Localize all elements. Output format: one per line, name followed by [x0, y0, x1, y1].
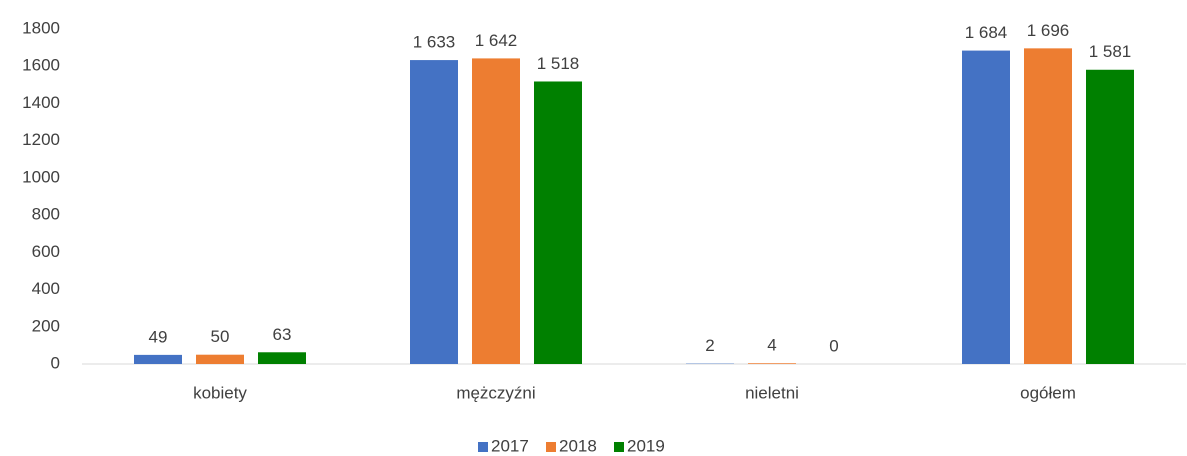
x-tick-label: nieletni — [745, 383, 799, 402]
y-tick-label: 400 — [32, 279, 60, 298]
data-label: 1 581 — [1089, 42, 1132, 61]
legend-label: 2018 — [559, 436, 597, 455]
y-tick-label: 800 — [32, 205, 60, 224]
legend-key — [546, 442, 556, 452]
y-tick-label: 0 — [51, 353, 60, 372]
data-label: 1 684 — [965, 23, 1008, 42]
bar — [134, 354, 182, 364]
data-label: 0 — [829, 336, 838, 355]
y-tick-label: 600 — [32, 242, 60, 261]
x-tick-label: ogółem — [1020, 383, 1076, 402]
data-label: 49 — [149, 327, 168, 346]
legend-key — [478, 442, 488, 452]
bar — [962, 50, 1010, 364]
data-label: 63 — [273, 325, 292, 344]
y-tick-label: 1800 — [22, 18, 60, 37]
data-label: 50 — [211, 327, 230, 346]
y-tick-label: 1400 — [22, 93, 60, 112]
y-tick-label: 200 — [32, 316, 60, 335]
legend-key — [614, 442, 624, 452]
data-label: 1 518 — [537, 54, 580, 73]
data-label: 1 633 — [413, 33, 456, 52]
y-tick-label: 1200 — [22, 130, 60, 149]
data-label: 4 — [767, 336, 776, 355]
bar — [196, 354, 244, 364]
bar — [1086, 69, 1134, 364]
legend-label: 2017 — [491, 436, 529, 455]
x-tick-label: kobiety — [193, 383, 247, 402]
x-tick-label: mężczyźni — [456, 383, 535, 402]
data-label: 2 — [705, 336, 714, 355]
y-tick-label: 1000 — [22, 167, 60, 186]
bar — [472, 58, 520, 365]
bar — [534, 81, 582, 364]
bar — [410, 60, 458, 364]
legend-label: 2019 — [627, 436, 665, 455]
bar — [258, 352, 306, 364]
data-label: 1 696 — [1027, 21, 1070, 40]
bar — [748, 363, 796, 364]
data-label: 1 642 — [475, 31, 518, 50]
bar — [1024, 48, 1072, 364]
y-tick-label: 1600 — [22, 56, 60, 75]
